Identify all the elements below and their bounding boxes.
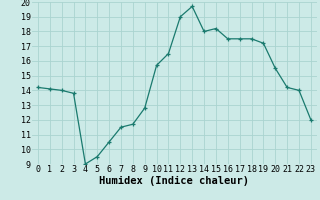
X-axis label: Humidex (Indice chaleur): Humidex (Indice chaleur) [100, 176, 249, 186]
